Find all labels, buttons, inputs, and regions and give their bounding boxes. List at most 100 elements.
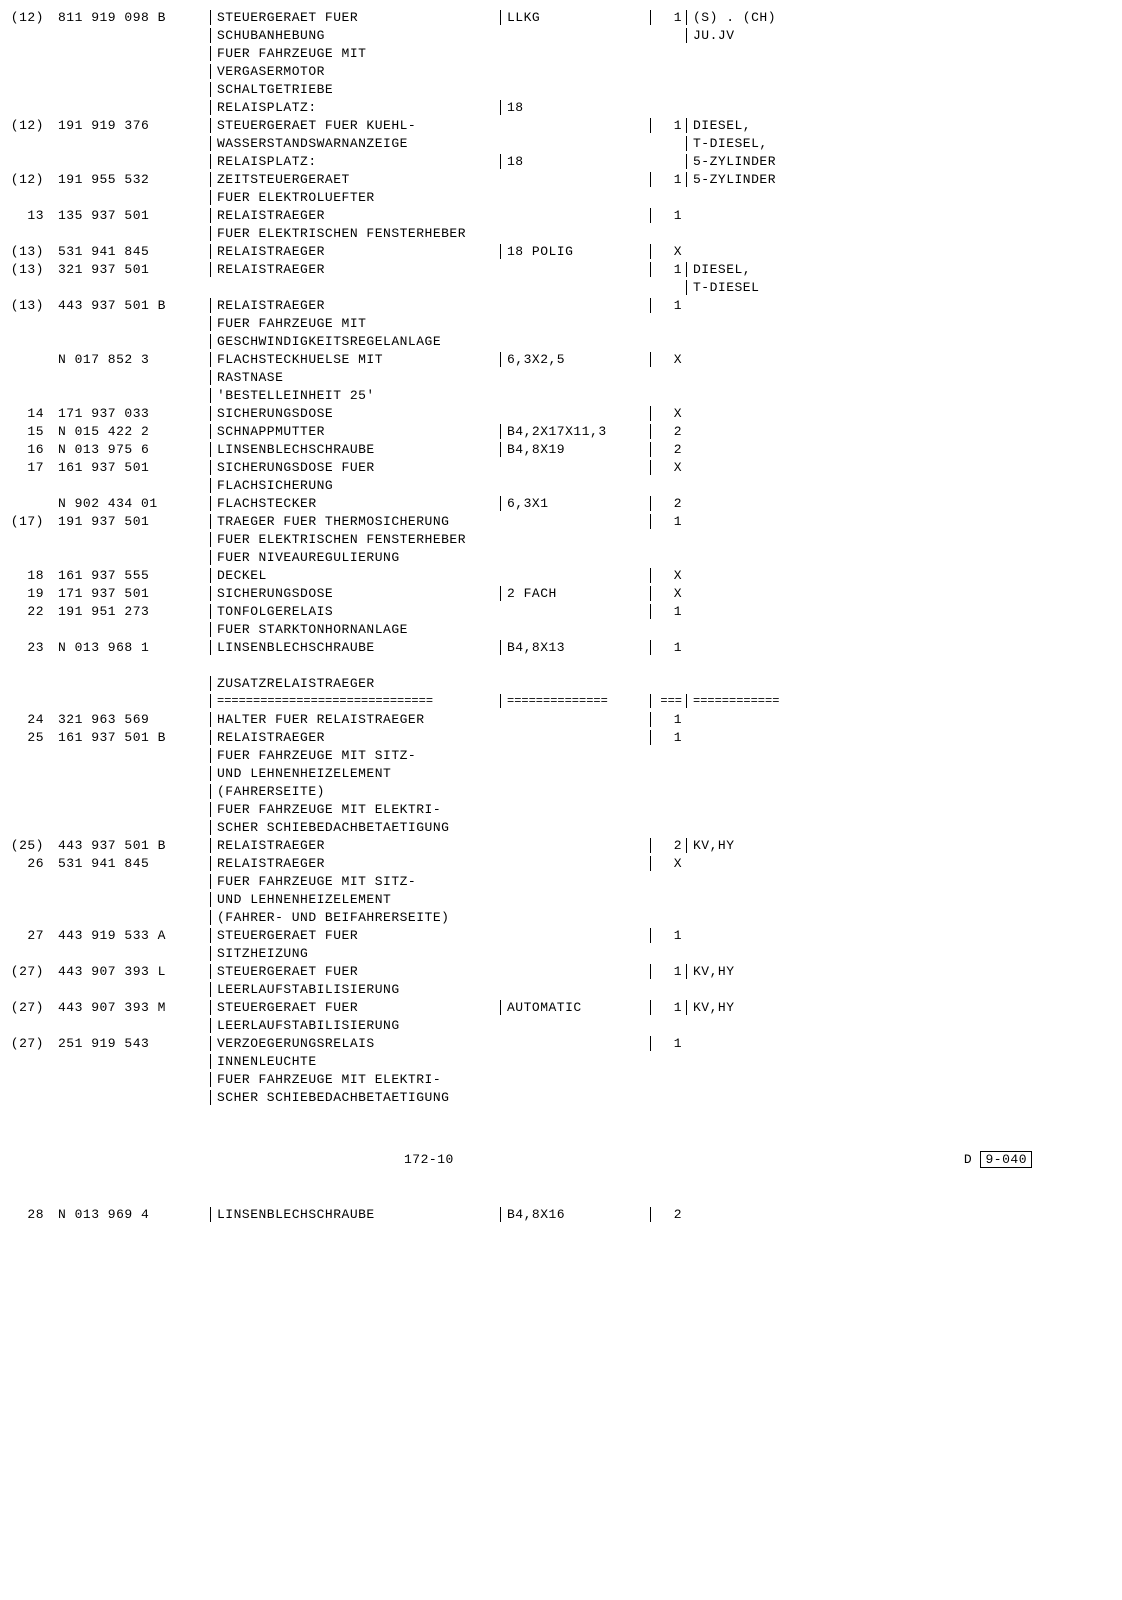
partno-col: 321 963 569 <box>50 712 210 727</box>
pos-col: (25) <box>4 838 50 853</box>
spec-col: B4,8X16 <box>500 1207 650 1222</box>
qty-col: X <box>650 352 686 367</box>
table-row: (27)251 919 543VERZOEGERUNGSRELAIS1 <box>4 1036 1112 1054</box>
pos-col: (27) <box>4 964 50 979</box>
table-row: FUER FAHRZEUGE MIT ELEKTRI- <box>4 802 1112 820</box>
parts-table: (12)811 919 098 BSTEUERGERAET FUERLLKG1(… <box>4 10 1112 1144</box>
desc-col: LEERLAUFSTABILISIERUNG <box>210 1018 500 1033</box>
pos-col: 13 <box>4 208 50 223</box>
partno-col: N 013 975 6 <box>50 442 210 457</box>
pos-col: (27) <box>4 1036 50 1051</box>
desc-col: FUER FAHRZEUGE MIT SITZ- <box>210 874 500 889</box>
desc-col: HALTER FUER RELAISTRAEGER <box>210 712 500 727</box>
pos-col: (27) <box>4 1000 50 1015</box>
partno-col: 251 919 543 <box>50 1036 210 1051</box>
desc-col: LEERLAUFSTABILISIERUNG <box>210 982 500 997</box>
desc-col: RELAISPLATZ: <box>210 154 500 169</box>
desc-col: ZEITSTEUERGERAET <box>210 172 500 187</box>
footer-left: 172-10 <box>404 1152 454 1167</box>
table-row <box>4 1108 1112 1126</box>
qty-col: 2 <box>650 424 686 439</box>
table-row: (12)191 955 532ZEITSTEUERGERAET15-ZYLIND… <box>4 172 1112 190</box>
table-row: FLACHSICHERUNG <box>4 478 1112 496</box>
qty-col: 1 <box>650 298 686 313</box>
desc-col: FUER STARKTONHORNANLAGE <box>210 622 500 637</box>
qty-col: 1 <box>650 514 686 529</box>
desc-col: TRAEGER FUER THERMOSICHERUNG <box>210 514 500 529</box>
desc-col: UND LEHNENHEIZELEMENT <box>210 892 500 907</box>
table-row: 18161 937 555DECKELX <box>4 568 1112 586</box>
partno-col: 443 919 533 A <box>50 928 210 943</box>
table-row: FUER ELEKTRISCHEN FENSTERHEBER <box>4 226 1112 244</box>
qty-col: 1 <box>650 964 686 979</box>
table-row: FUER FAHRZEUGE MIT SITZ- <box>4 748 1112 766</box>
desc-col: FUER FAHRZEUGE MIT <box>210 316 500 331</box>
pos-col: (13) <box>4 244 50 259</box>
table-row: 'BESTELLEINHEIT 25' <box>4 388 1112 406</box>
partno-col: N 015 422 2 <box>50 424 210 439</box>
desc-col: (FAHRER- UND BEIFAHRERSEITE) <box>210 910 500 925</box>
qty-col: X <box>650 244 686 259</box>
table-row: 26531 941 845RELAISTRAEGERX <box>4 856 1112 874</box>
partno-col: N 017 852 3 <box>50 352 210 367</box>
qty-col: 2 <box>650 1207 686 1222</box>
qty-col: X <box>650 586 686 601</box>
pos-col: 28 <box>4 1207 50 1222</box>
partno-col: 321 937 501 <box>50 262 210 277</box>
table-row: 16N 013 975 6LINSENBLECHSCHRAUBEB4,8X192 <box>4 442 1112 460</box>
table-row: FUER ELEKTROLUEFTER <box>4 190 1112 208</box>
desc-col: FUER ELEKTRISCHEN FENSTERHEBER <box>210 226 500 241</box>
table-row: WASSERSTANDSWARNANZEIGET-DIESEL, <box>4 136 1112 154</box>
desc-col: FUER ELEKTRISCHEN FENSTERHEBER <box>210 532 500 547</box>
table-row: SCHUBANHEBUNGJU.JV <box>4 28 1112 46</box>
desc-col: VERZOEGERUNGSRELAIS <box>210 1036 500 1051</box>
qty-col: 1 <box>650 604 686 619</box>
table-row: 23N 013 968 1LINSENBLECHSCHRAUBEB4,8X131 <box>4 640 1112 658</box>
table-row: (13)321 937 501RELAISTRAEGER1DIESEL, <box>4 262 1112 280</box>
table-row: 15N 015 422 2SCHNAPPMUTTERB4,2X17X11,32 <box>4 424 1112 442</box>
desc-col: SICHERUNGSDOSE <box>210 586 500 601</box>
desc-col: RELAISTRAEGER <box>210 244 500 259</box>
desc-col: FLACHSTECKHUELSE MIT <box>210 352 500 367</box>
spec-col: B4,8X19 <box>500 442 650 457</box>
table-row: LEERLAUFSTABILISIERUNG <box>4 1018 1112 1036</box>
qty-col: === <box>650 694 686 708</box>
table-row: LEERLAUFSTABILISIERUNG <box>4 982 1112 1000</box>
table-row: SCHALTGETRIEBE <box>4 82 1112 100</box>
table-row: RELAISPLATZ:185-ZYLINDER <box>4 154 1112 172</box>
pos-col: (12) <box>4 172 50 187</box>
partno-col: 191 955 532 <box>50 172 210 187</box>
table-row: INNENLEUCHTE <box>4 1054 1112 1072</box>
note-col: T-DIESEL <box>686 280 886 295</box>
table-row: FUER NIVEAUREGULIERUNG <box>4 550 1112 568</box>
desc-col: FUER FAHRZEUGE MIT <box>210 46 500 61</box>
qty-col: X <box>650 460 686 475</box>
spec-col: LLKG <box>500 10 650 25</box>
table-row: (13)443 937 501 BRELAISTRAEGER1 <box>4 298 1112 316</box>
qty-col: 1 <box>650 1000 686 1015</box>
desc-col: SCHER SCHIEBEDACHBETAETIGUNG <box>210 1090 500 1105</box>
table-row: (FAHRER- UND BEIFAHRERSEITE) <box>4 910 1112 928</box>
note-col: 5-ZYLINDER <box>686 154 886 169</box>
partno-col: 161 937 501 <box>50 460 210 475</box>
table-row: (13)531 941 845RELAISTRAEGER18 POLIGX <box>4 244 1112 262</box>
table-row: FUER FAHRZEUGE MIT <box>4 316 1112 334</box>
spec-col: AUTOMATIC <box>500 1000 650 1015</box>
table-row: (12)811 919 098 BSTEUERGERAET FUERLLKG1(… <box>4 10 1112 28</box>
qty-col: 1 <box>650 208 686 223</box>
pos-col: 26 <box>4 856 50 871</box>
pos-col: 22 <box>4 604 50 619</box>
partno-col: 531 941 845 <box>50 856 210 871</box>
spec-col: 18 <box>500 100 650 115</box>
table-row: UND LEHNENHEIZELEMENT <box>4 766 1112 784</box>
table-row: 25161 937 501 BRELAISTRAEGER1 <box>4 730 1112 748</box>
partno-col: N 013 968 1 <box>50 640 210 655</box>
note-col: ============ <box>686 694 886 708</box>
table-row: 14171 937 033SICHERUNGSDOSEX <box>4 406 1112 424</box>
desc-col: SCHUBANHEBUNG <box>210 28 500 43</box>
table-row: ========================================… <box>4 694 1112 712</box>
desc-col: LINSENBLECHSCHRAUBE <box>210 1207 500 1222</box>
qty-col: 1 <box>650 712 686 727</box>
table-row: RASTNASE <box>4 370 1112 388</box>
qty-col: 1 <box>650 172 686 187</box>
